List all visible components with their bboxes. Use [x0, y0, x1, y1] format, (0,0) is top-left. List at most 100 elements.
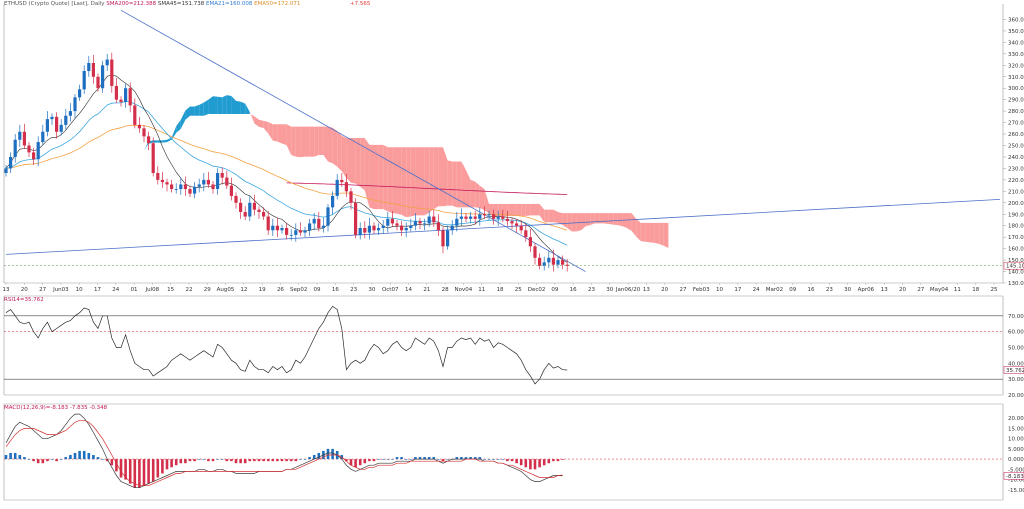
candle-body [183, 184, 187, 190]
kumo-segment [203, 99, 209, 116]
candle-body [335, 179, 339, 196]
candle-body [174, 189, 178, 190]
macd-hist-bar [13, 452, 17, 460]
date-tick-label: 21 [423, 287, 430, 293]
kumo-segment [374, 144, 379, 210]
macd-hist-bar [308, 457, 311, 460]
candle-body [170, 184, 174, 190]
candle-body [294, 230, 298, 235]
candle-body [459, 216, 463, 219]
price-panel[interactable]: 360.000 350.000 340.000 330.000 320.000 310.0… [3, 4, 1024, 287]
macd-hist-bar [473, 457, 477, 460]
macd-hist-bar [427, 457, 431, 460]
kumo-segment [636, 218, 641, 242]
macd-hist-bar [317, 452, 321, 460]
candle-body [446, 230, 450, 247]
kumo-segment [360, 138, 365, 191]
candle-body [519, 225, 523, 231]
macd-line [5, 413, 563, 489]
candle-body [193, 186, 197, 194]
candle-body [87, 63, 91, 72]
macd-hist-bar [391, 459, 394, 460]
candle-body [285, 228, 289, 235]
macd-hist-bar [59, 459, 63, 460]
rsi-line [5, 305, 568, 385]
macd-hist-bar [464, 457, 468, 460]
macd-hist-bar [239, 459, 242, 464]
kumo-segment [562, 213, 568, 228]
macd-hist-bar [197, 459, 201, 460]
kumo-segment [604, 213, 609, 224]
candle-body [216, 173, 220, 190]
kumo-segment [581, 213, 586, 231]
rsi-panel[interactable]: 70.000 60.000 50.000 40.000 30.000 20.000 35.7… [3, 295, 1024, 399]
candle-body [119, 99, 123, 102]
price-tick-label: 300.000 [1008, 86, 1024, 92]
candle-body [280, 228, 284, 231]
price-tick-label: 360.000 [1008, 17, 1024, 23]
date-tick-label: 01 [131, 287, 138, 293]
candle-body [510, 221, 514, 224]
candle-body [312, 218, 316, 224]
macd-hist-bar [345, 459, 348, 462]
candle-body [133, 105, 137, 125]
candle-body [73, 97, 77, 112]
kumo-segment [429, 147, 434, 213]
candle-body [59, 124, 63, 132]
macd-hist-bar [404, 459, 408, 460]
kumo-segment [369, 144, 374, 210]
kumo-segment [420, 147, 425, 216]
macd-value-tag [1003, 472, 1024, 480]
kumo-segment [268, 122, 273, 141]
kumo-segment [502, 203, 508, 217]
kumo-segment [199, 102, 204, 116]
price-tick-label: 310.000 [1008, 75, 1024, 81]
kumo-segment [516, 203, 522, 216]
macd-hist-bar [354, 459, 357, 468]
macd-hist-bar [487, 459, 491, 460]
candle-body [496, 216, 500, 219]
date-tick-label: 17 [94, 287, 101, 293]
macd-panel[interactable]: 20.000 15.000 10.000 5.000 0.000 -5.000 -10.00… [3, 403, 1024, 501]
candle-body [289, 234, 293, 236]
date-tick-label: 28 [442, 287, 449, 293]
kumo-segment [571, 213, 577, 232]
kumo-segment [663, 222, 669, 249]
macd-hist-bar [184, 459, 187, 464]
candle-body [262, 211, 266, 217]
candle-body [423, 223, 427, 225]
macd-hist-bar [395, 457, 399, 460]
kumo-segment [530, 203, 535, 216]
kumo-segment [553, 209, 558, 223]
macd-hist-bar [547, 459, 551, 464]
candle-body [547, 257, 551, 263]
price-header-item: SMA45=151.738 [156, 1, 205, 7]
macd-hist-bar [483, 459, 486, 460]
macd-hist-bar [257, 459, 261, 462]
candle-body [275, 225, 279, 231]
rsi-tick-label: 20.000 [1008, 393, 1024, 399]
macd-hist-bar [78, 450, 81, 460]
macd-hist-bar [73, 452, 77, 460]
macd-hist-bar [133, 459, 137, 488]
date-tick-label: 12 [240, 287, 247, 293]
kumo-segment [194, 104, 200, 116]
candle-body [234, 195, 238, 203]
date-tick-label: May04 [930, 287, 949, 293]
candle-body [188, 189, 192, 194]
date-axis: 13 20 27 Jun03 10 17 24 01 Jul08 15 22 29 Aug05 12 19 2… [3, 283, 998, 293]
macd-hist-bar [128, 459, 132, 484]
date-tick-label: Jan06/20 [615, 287, 641, 293]
price-tick-label: 280.000 [1008, 109, 1024, 115]
candle-body [68, 111, 72, 116]
kumo-segment [259, 119, 264, 129]
candle-body [561, 260, 565, 265]
kumo-segment [461, 161, 466, 208]
kumo-segment [272, 124, 278, 142]
kumo-segment [263, 120, 269, 134]
kumo-segment [438, 147, 443, 207]
macd-hist-bar [418, 457, 422, 460]
macd-hist-bar [170, 459, 173, 468]
macd-hist-bar [18, 455, 22, 460]
kumo-segment [309, 126, 315, 157]
